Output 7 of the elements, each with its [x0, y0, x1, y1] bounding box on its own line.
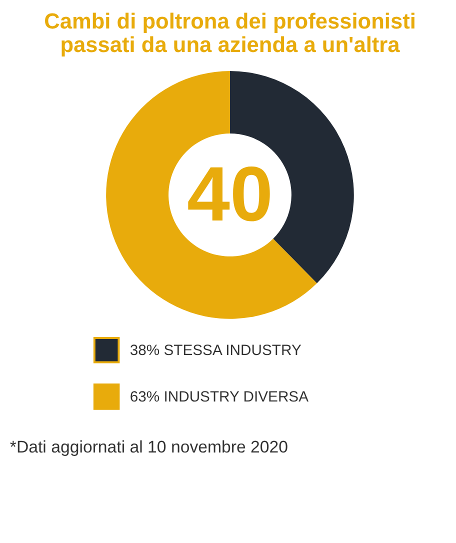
text: Cambi di poltrona dei professionisti — [44, 8, 416, 34]
text: 40 — [186, 152, 273, 238]
legend-label: 38% STESSA INDUSTRY — [130, 343, 302, 360]
text: *Dati aggiornati al 10 novembre 2020 — [10, 438, 288, 457]
text: passati da una azienda a un'altra — [60, 32, 400, 58]
donut-slice — [106, 71, 317, 319]
legend-label: 63% INDUSTRY DIVERSA — [130, 390, 309, 406]
